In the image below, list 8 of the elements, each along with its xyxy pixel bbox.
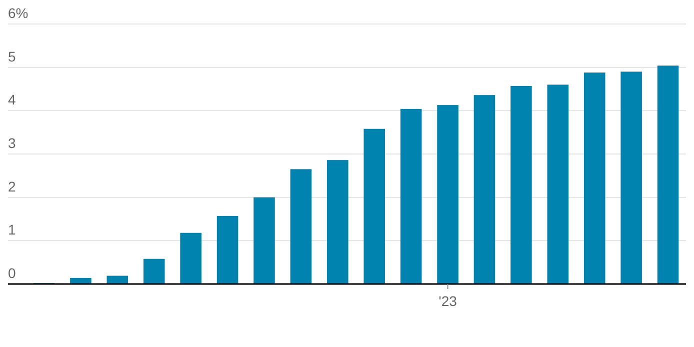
y-tick-label: 5 [8, 48, 16, 64]
y-tick-label: 0 [8, 265, 16, 281]
x-tick-label: '23 [438, 293, 458, 309]
y-tick-label: 2 [8, 178, 16, 194]
y-tick-label: 6% [8, 5, 28, 21]
y-tick-label: 3 [8, 135, 16, 151]
y-tick-label: 4 [8, 92, 16, 108]
y-tick-label: 1 [8, 222, 16, 238]
